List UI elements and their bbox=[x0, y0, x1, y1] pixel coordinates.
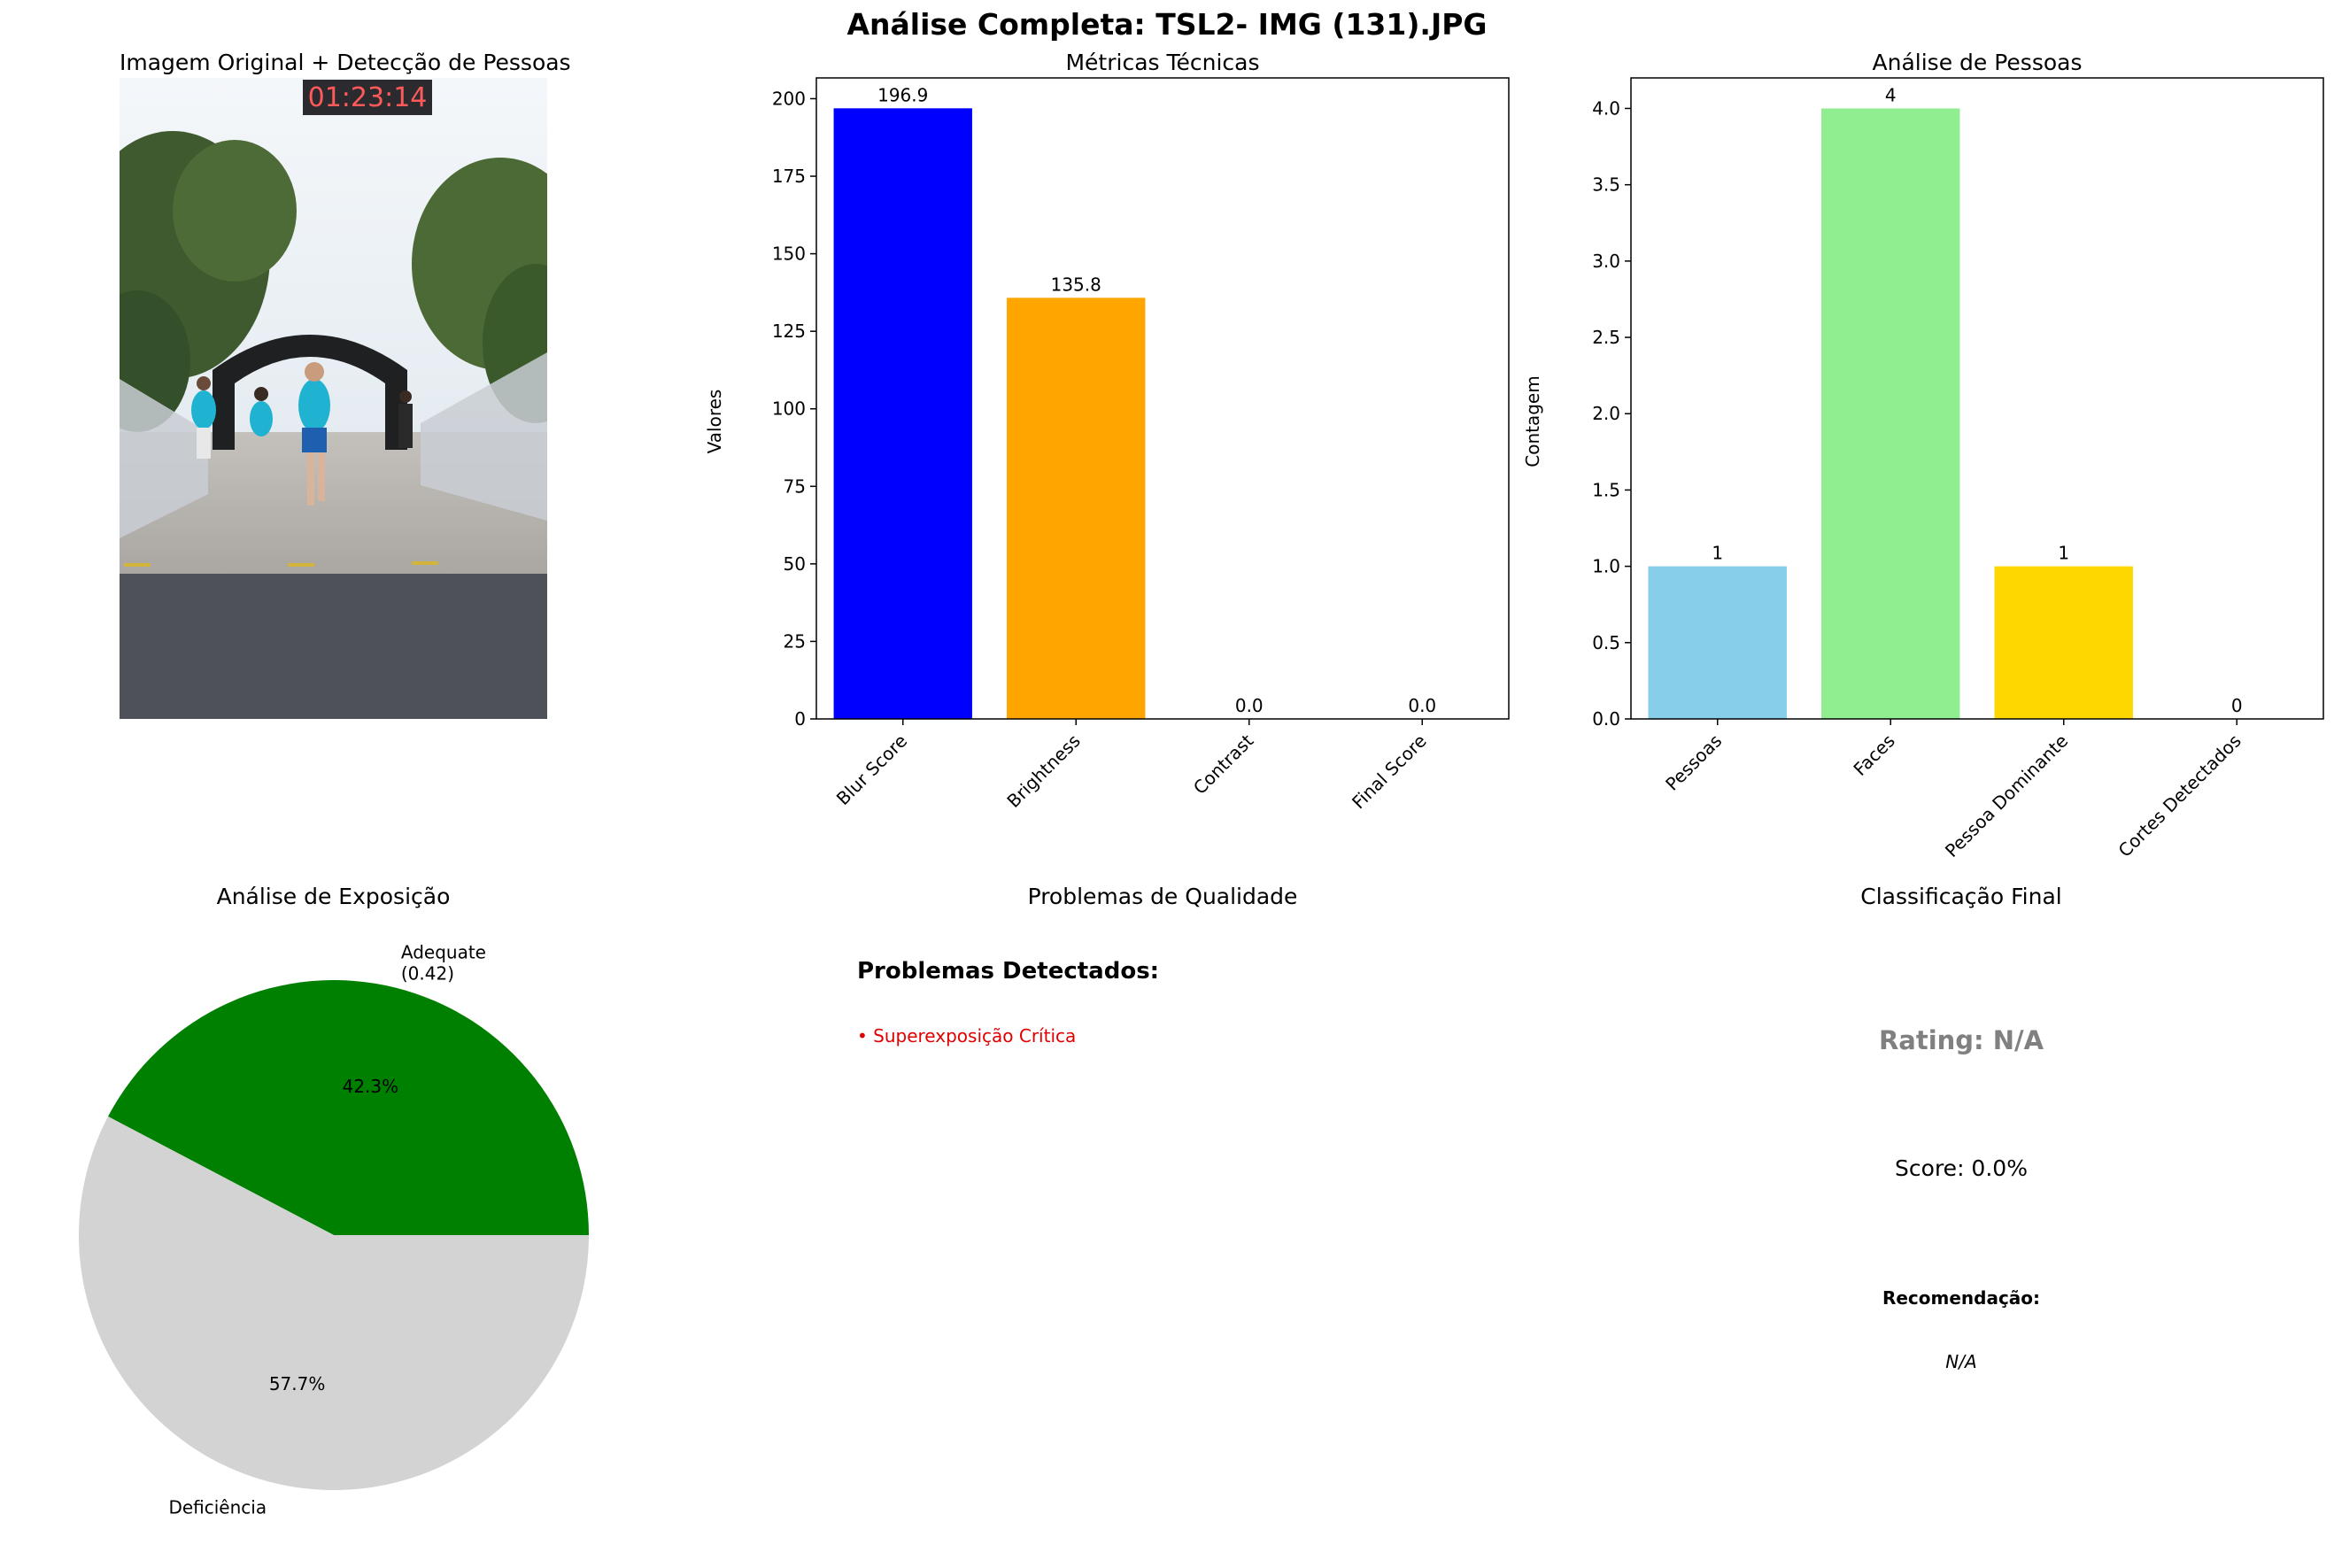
y-tick-label: 0.5 bbox=[1592, 632, 1620, 653]
y-tick-label: 175 bbox=[772, 166, 806, 187]
y-tick-label: 2.0 bbox=[1592, 403, 1620, 424]
y-tick-label: 150 bbox=[772, 243, 806, 265]
x-tick-label: Pessoa Dominante bbox=[1941, 730, 2072, 861]
bar bbox=[833, 108, 972, 720]
data-label: 196.9 bbox=[877, 84, 928, 105]
people-y-axis-label: Contagem bbox=[1522, 375, 1543, 467]
x-tick-label: Final Score bbox=[1348, 730, 1431, 814]
y-tick-label: 100 bbox=[772, 398, 806, 420]
recommendation-value: N/A bbox=[1945, 1351, 1977, 1372]
photo-illustration: 01:23:14 bbox=[120, 78, 547, 719]
issue-item: • Superexposição Crítica bbox=[857, 1025, 1077, 1047]
x-tick-label: Blur Score bbox=[832, 730, 911, 809]
data-label: 4 bbox=[1885, 84, 1897, 105]
y-tick-label: 1.0 bbox=[1592, 556, 1620, 577]
y-tick-label: 4.0 bbox=[1592, 97, 1620, 119]
pie-slice bbox=[79, 1116, 590, 1490]
original-photo: 01:23:14 bbox=[120, 78, 547, 719]
figure-title: Análise Completa: TSL2- IMG (131).JPG bbox=[846, 7, 1488, 42]
x-tick-label: Faces bbox=[1849, 730, 1898, 780]
y-tick-label: 1.5 bbox=[1592, 479, 1620, 500]
metrics-bar-chart: 196.9 Blur Score 135.8 Brightness 0.0 Contras… bbox=[704, 77, 1510, 814]
image-panel-title: Imagem Original + Detecção de Pessoas bbox=[120, 50, 571, 75]
rating-text: Rating: N/A bbox=[1878, 1025, 2044, 1055]
data-label: 1 bbox=[1712, 543, 1723, 564]
bar bbox=[1648, 566, 1787, 719]
pie-slice bbox=[108, 979, 589, 1235]
final-panel-title: Classificação Final bbox=[1860, 884, 2062, 909]
x-tick-label: Contrast bbox=[1189, 730, 1258, 799]
y-tick-label: 0 bbox=[794, 708, 806, 730]
bar bbox=[1821, 108, 1960, 719]
issues-heading: Problemas Detectados: bbox=[857, 958, 1160, 985]
pie-percent-label: 42.3% bbox=[343, 1076, 399, 1097]
metrics-chart-title: Métricas Técnicas bbox=[1065, 50, 1260, 75]
issues-panel-title: Problemas de Qualidade bbox=[1027, 884, 1298, 909]
bar bbox=[1007, 297, 1146, 719]
y-tick-label: 3.0 bbox=[1592, 251, 1620, 272]
metrics-y-axis-label: Valores bbox=[704, 390, 725, 454]
y-tick-label: 125 bbox=[772, 321, 806, 342]
pie-category-label: Deficiência bbox=[168, 1497, 267, 1518]
plot-frame bbox=[1630, 77, 2324, 720]
data-label: 0.0 bbox=[1235, 695, 1264, 716]
data-label: 135.8 bbox=[1051, 274, 1101, 295]
plot-frame bbox=[815, 77, 1510, 720]
exposure-pie-chart: 42.3% Adequate (0.42) 57.7% Deficiência bbox=[79, 941, 590, 1518]
x-tick-label: Brightness bbox=[1002, 730, 1084, 812]
y-tick-label: 25 bbox=[784, 630, 806, 652]
people-chart-title: Análise de Pessoas bbox=[1872, 50, 2083, 75]
y-tick-label: 3.5 bbox=[1592, 174, 1620, 196]
people-bar-chart: 1 Pessoas 4 Faces 1 Pessoa Dominante 0 Cortes D… bbox=[1522, 77, 2324, 861]
data-label: 1 bbox=[2058, 543, 2069, 564]
data-label: 0.0 bbox=[1408, 695, 1436, 716]
y-tick-label: 0.0 bbox=[1592, 708, 1620, 730]
bar bbox=[1994, 566, 2133, 719]
y-tick-label: 2.5 bbox=[1592, 327, 1620, 348]
pie-percent-label: 57.7% bbox=[269, 1373, 326, 1394]
score-text: Score: 0.0% bbox=[1895, 1155, 2028, 1181]
x-tick-label: Pessoas bbox=[1661, 730, 1726, 795]
race-clock: 01:23:14 bbox=[308, 82, 428, 113]
pie-category-label: Adequate (0.42) bbox=[401, 941, 486, 984]
data-label: 0 bbox=[2231, 695, 2243, 716]
y-tick-label: 75 bbox=[784, 475, 806, 497]
y-tick-label: 200 bbox=[772, 88, 806, 109]
y-tick-label: 50 bbox=[784, 553, 806, 575]
exposure-chart-title: Análise de Exposição bbox=[216, 884, 451, 909]
recommendation-label: Recomendação: bbox=[1882, 1287, 2041, 1309]
x-tick-label: Cortes Detectados bbox=[2114, 730, 2245, 861]
